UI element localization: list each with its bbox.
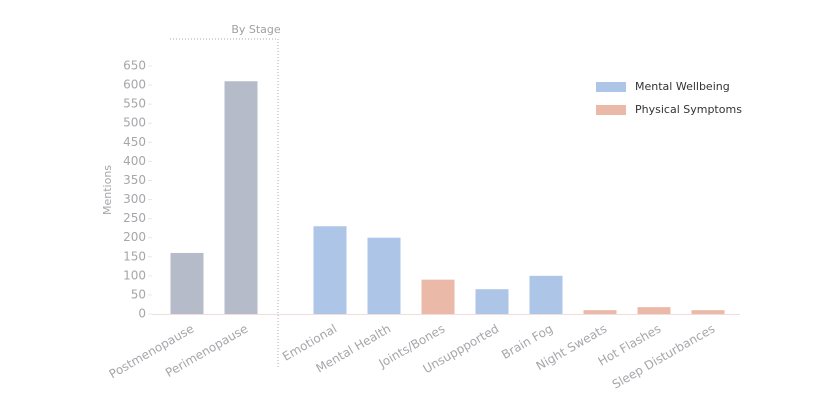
y-tick-label: 600 xyxy=(123,78,146,92)
card xyxy=(50,0,790,400)
bar xyxy=(313,226,347,314)
bar xyxy=(475,289,509,314)
legend-text: Physical Symptoms xyxy=(635,103,742,116)
y-tick-label: 300 xyxy=(123,192,146,206)
y-tick-label: 550 xyxy=(123,97,146,111)
y-tick-label: 0 xyxy=(138,307,146,321)
bar xyxy=(691,310,725,314)
legend-swatch xyxy=(596,82,626,92)
bar xyxy=(583,310,617,314)
stage-label: By Stage xyxy=(231,23,281,36)
y-tick-label: 50 xyxy=(131,287,146,301)
y-axis-title: Mentions xyxy=(101,165,114,215)
legend-text: Mental Wellbeing xyxy=(635,80,730,93)
bar xyxy=(170,252,204,314)
y-tick-label: 150 xyxy=(123,249,146,263)
y-tick-label: 650 xyxy=(123,59,146,73)
bar xyxy=(224,81,258,314)
y-tick-label: 100 xyxy=(123,268,146,282)
legend-swatch xyxy=(596,105,626,115)
y-tick-label: 450 xyxy=(123,135,146,149)
bar xyxy=(529,275,563,314)
bar xyxy=(367,237,401,314)
y-tick-label: 500 xyxy=(123,116,146,130)
y-tick-label: 400 xyxy=(123,154,146,168)
bar xyxy=(421,279,455,314)
y-tick-label: 350 xyxy=(123,173,146,187)
y-tick-label: 200 xyxy=(123,230,146,244)
y-tick-label: 250 xyxy=(123,211,146,225)
bar xyxy=(637,307,671,314)
